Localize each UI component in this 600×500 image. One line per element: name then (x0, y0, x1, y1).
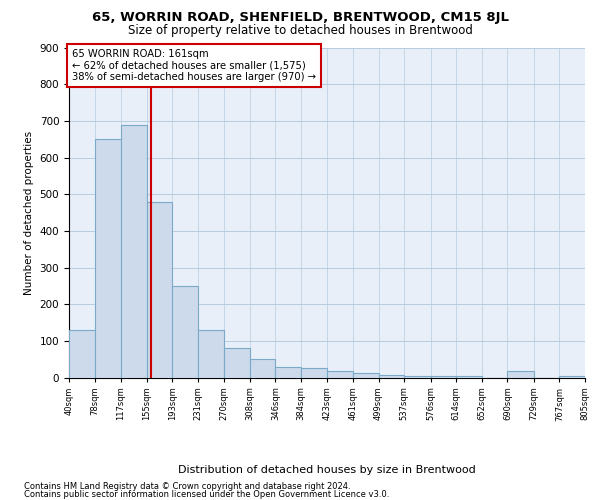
Bar (146, 202, 172, 378)
Bar (198, 330, 224, 378)
Text: Contains public sector information licensed under the Open Government Licence v3: Contains public sector information licen… (24, 490, 389, 499)
Bar (328, 371, 353, 378)
Text: Contains HM Land Registry data © Crown copyright and database right 2024.: Contains HM Land Registry data © Crown c… (24, 482, 350, 491)
Text: 65 WORRIN ROAD: 161sqm
← 62% of detached houses are smaller (1,575)
38% of semi-: 65 WORRIN ROAD: 161sqm ← 62% of detached… (71, 49, 316, 82)
Bar (275, 366, 301, 378)
Bar (95, 139, 121, 378)
Bar (224, 348, 250, 378)
Bar (508, 371, 534, 378)
Bar (456, 376, 482, 378)
X-axis label: Distribution of detached houses by size in Brentwood: Distribution of detached houses by size … (178, 465, 476, 475)
Bar (301, 368, 328, 378)
Text: 65, WORRIN ROAD, SHENFIELD, BRENTWOOD, CM15 8JL: 65, WORRIN ROAD, SHENFIELD, BRENTWOOD, C… (91, 11, 509, 24)
Y-axis label: Number of detached properties: Number of detached properties (24, 130, 34, 294)
Text: Size of property relative to detached houses in Brentwood: Size of property relative to detached ho… (128, 24, 472, 37)
Bar (431, 376, 456, 378)
Bar (172, 286, 198, 378)
Bar (250, 359, 275, 378)
Bar (121, 124, 146, 378)
Bar (379, 374, 404, 378)
Bar (404, 376, 431, 378)
Bar (69, 330, 95, 378)
Bar (353, 373, 379, 378)
Bar (559, 376, 585, 378)
